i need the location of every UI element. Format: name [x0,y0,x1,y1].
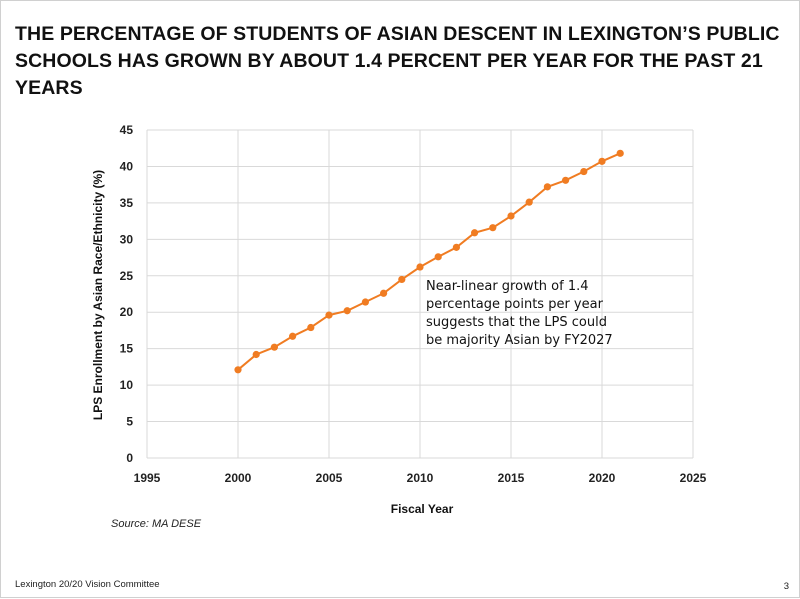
data-point [562,176,570,184]
data-point [616,149,624,157]
data-point [525,198,533,206]
data-point [507,212,515,220]
series [234,149,624,374]
data-point [307,323,315,332]
y-tick-label: 30 [120,232,134,246]
page-number: 3 [783,581,789,592]
data-point [452,243,460,251]
y-tick-label: 5 [126,415,133,429]
y-tick-label: 20 [120,305,134,319]
data-point [471,229,479,237]
y-tick-label: 45 [120,123,134,137]
data-point [598,157,606,165]
annotation-line-1: Near-linear growth of 1.4 [426,279,589,294]
footer-text: Lexington 20/20 Vision Committee [15,579,160,590]
data-point [434,253,442,261]
data-point [270,343,278,351]
data-point [343,307,351,315]
data-point [398,275,406,284]
slide-title: THE PERCENTAGE OF STUDENTS OF ASIAN DESC… [15,23,780,99]
data-point [252,350,260,359]
annotation-line-2: percentage points per year [426,297,604,312]
data-point [489,224,497,232]
y-tick-label: 40 [120,159,134,173]
y-tick-label: 15 [120,342,134,356]
x-tick-label: 2015 [498,471,525,485]
data-point [361,298,369,306]
x-tick-label: 2005 [316,471,343,485]
source-note: Source: MA DESE [111,518,202,530]
y-tick-label: 25 [120,269,134,283]
grid [146,129,694,459]
y-tick-label: 10 [120,378,134,392]
x-tick-label: 1995 [134,471,161,485]
annotation-line-4: be majority Asian by FY2027 [426,333,613,348]
annotation-line-3: suggests that the LPS could [426,315,607,330]
y-axis-title: LPS Enrollment by Asian Race/Ethnicity (… [91,170,105,420]
y-tick-label: 35 [120,196,134,210]
x-tick-label: 2025 [680,471,707,485]
series-line [237,152,621,371]
x-tick-label: 2010 [407,471,434,485]
y-tick-label: 0 [126,451,133,465]
data-point [325,311,333,319]
data-point [580,167,588,176]
data-point [380,289,388,297]
data-point [416,263,424,271]
x-tick-label: 2000 [225,471,252,485]
data-point [234,366,242,374]
data-point [289,332,297,340]
x-axis-title: Fiscal Year [391,502,454,516]
x-tick-label: 2020 [589,471,616,485]
data-point [543,183,552,191]
